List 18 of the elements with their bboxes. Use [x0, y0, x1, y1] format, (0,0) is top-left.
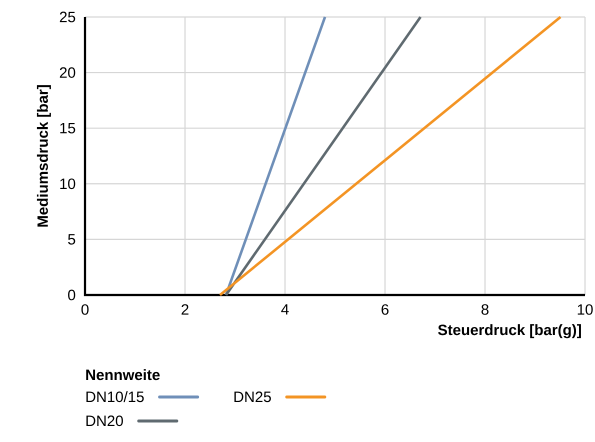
x-tick-label: 10 — [578, 304, 593, 315]
y-tick-label: 25 — [60, 12, 76, 22]
legend-title: Nennweite — [86, 369, 160, 380]
y-tick-label: 20 — [60, 67, 76, 78]
y-tick-label: 15 — [60, 122, 76, 134]
legend-label: DN20 — [86, 416, 123, 426]
x-tick-label: 4 — [281, 304, 289, 315]
x-tick-label: 0 — [81, 304, 89, 315]
x-tick-label: 6 — [382, 304, 389, 315]
legend-label: DN10/15 — [86, 391, 144, 402]
y-tick-label: 10 — [60, 178, 76, 190]
y-tick-label: 5 — [68, 234, 76, 245]
y-axis-title: Mediumsdruck [bar] — [36, 85, 51, 227]
x-axis-title: Steuerdruck [bar(g)] — [438, 324, 581, 338]
x-tick-label: 2 — [182, 304, 188, 315]
y-tick-label: 0 — [68, 290, 76, 300]
legend-label: DN25 — [234, 392, 271, 402]
x-tick-label: 8 — [481, 304, 489, 315]
